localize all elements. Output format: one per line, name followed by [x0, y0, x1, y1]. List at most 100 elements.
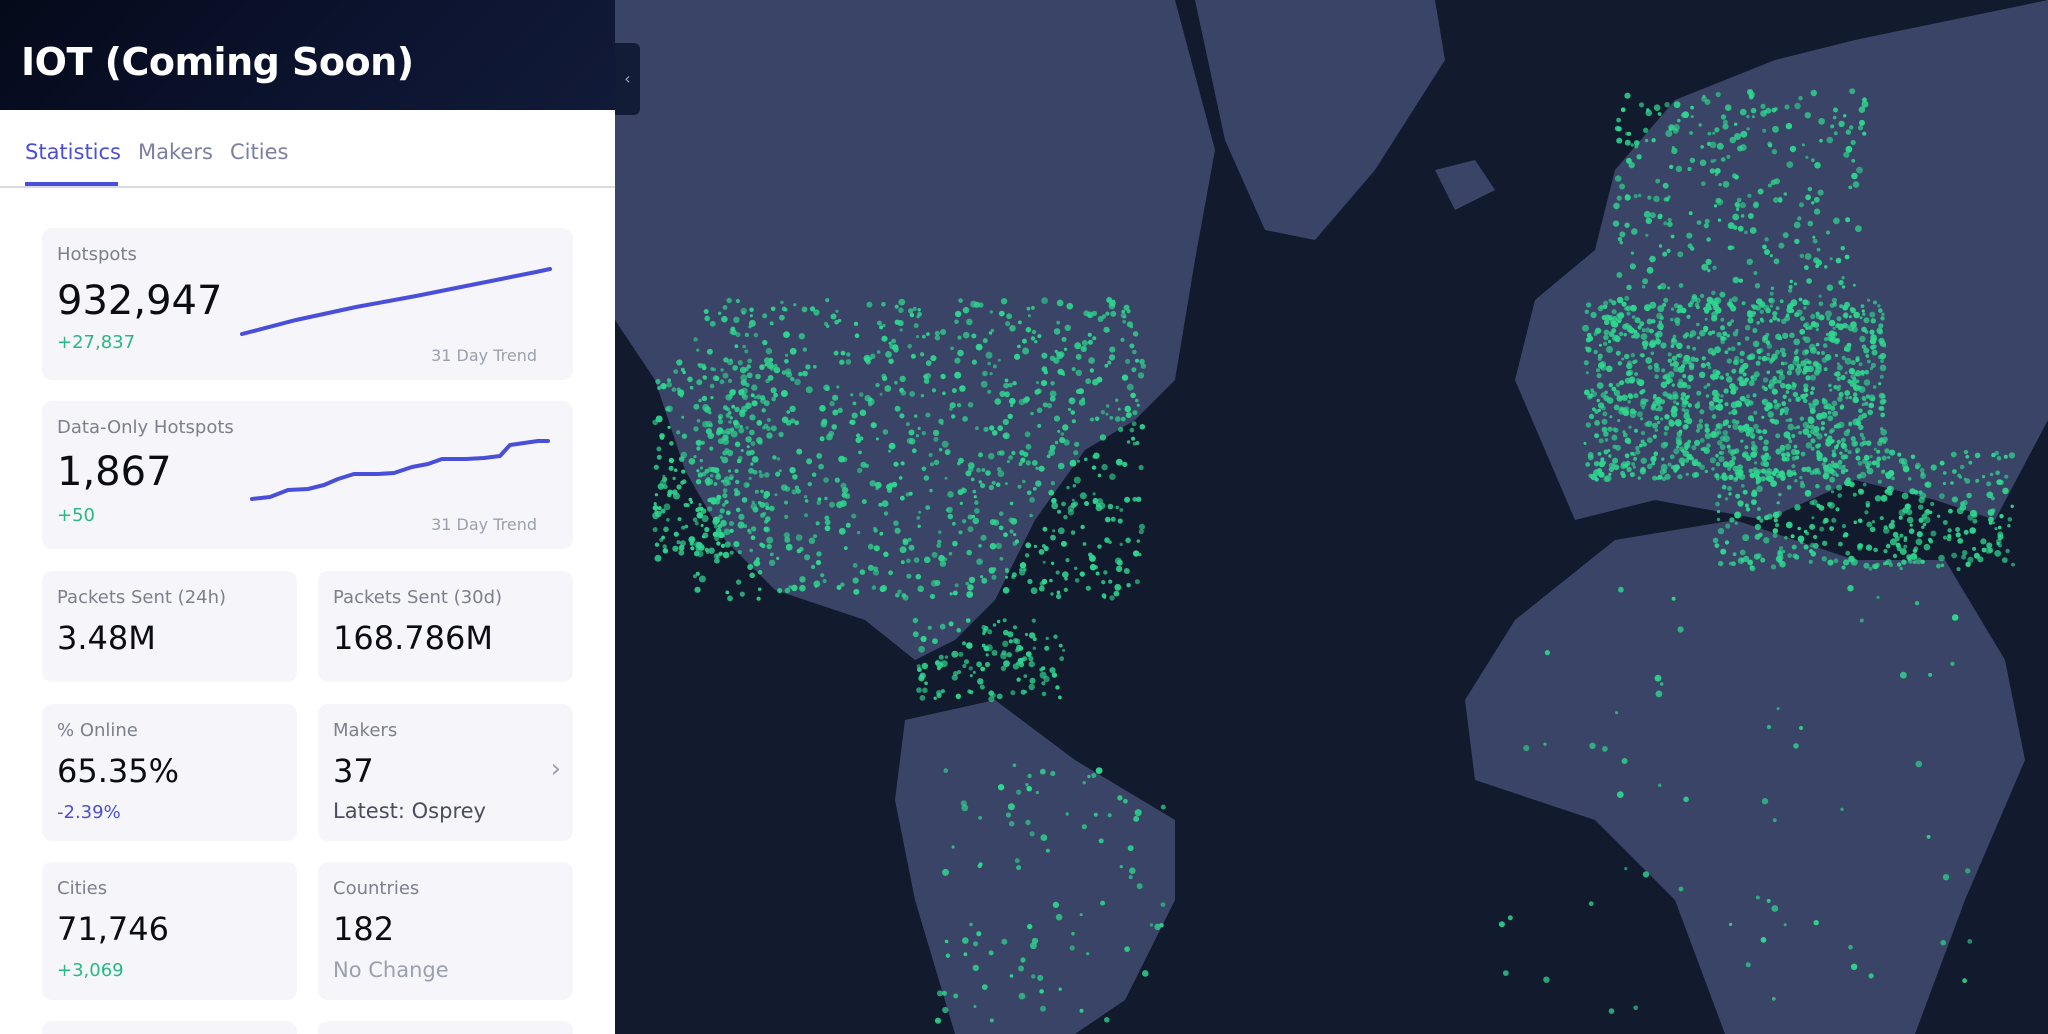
hotspot-dot — [1863, 347, 1870, 354]
hotspot-dot — [944, 655, 949, 659]
hotspot-dot — [1645, 327, 1651, 333]
hotspot-dot — [1618, 331, 1624, 337]
hotspot-dot — [1884, 488, 1892, 496]
hotspot-dot — [1704, 423, 1709, 429]
hotspot-dot — [934, 579, 941, 586]
hotspot-dot — [806, 458, 813, 465]
hotspot-dot — [1943, 535, 1947, 540]
hotspot-dot — [918, 645, 925, 653]
hotspot-dot — [1772, 472, 1777, 477]
hotspot-dot — [991, 430, 998, 436]
hotspot-dot — [1062, 373, 1066, 376]
stat-card: Data-Only Hotspots 1,867 +50 31 Day Tren… — [42, 401, 573, 549]
tab[interactable]: Statistics — [25, 140, 121, 164]
hotspot-dot — [1106, 328, 1110, 332]
hotspot-dot — [957, 349, 964, 357]
hotspot-dot — [883, 551, 889, 557]
hotspot-dot — [917, 524, 921, 528]
hotspot-dot — [1608, 1008, 1615, 1014]
hotspot-dot — [1957, 538, 1964, 544]
hotspot-dot — [912, 306, 917, 311]
hotspot-dot — [979, 684, 985, 690]
hotspot-dot — [1635, 449, 1641, 455]
tab[interactable]: Makers — [138, 140, 213, 164]
hotspot-dot — [1951, 552, 1957, 559]
hotspot-dot — [987, 629, 993, 635]
hotspot-dot — [1829, 388, 1833, 392]
hotspot-dot — [992, 364, 997, 369]
hotspot-dot — [855, 333, 859, 337]
hotspot-dot — [969, 674, 973, 678]
hotspot-dot — [852, 577, 859, 584]
hotspot-dot — [1824, 354, 1832, 361]
hotspot-dot — [1073, 450, 1079, 456]
hotspot-dot — [1657, 474, 1663, 480]
tab[interactable]: Cities — [230, 140, 289, 164]
hotspot-dot — [1780, 382, 1786, 389]
hotspot-dot — [1999, 514, 2004, 519]
hotspot-dot — [1699, 329, 1706, 337]
hotspot-dot — [1755, 428, 1761, 434]
hotspot-dot — [1585, 371, 1589, 375]
hotspot-dot — [900, 390, 907, 396]
hotspot-dot — [1782, 332, 1789, 339]
hotspot-dot — [974, 508, 980, 514]
hotspot-dot — [1802, 336, 1807, 341]
hotspot-dot — [1838, 120, 1845, 128]
hotspot-dot — [1052, 901, 1059, 909]
hotspot-dot — [1704, 218, 1710, 224]
hotspot-dot — [1583, 441, 1587, 445]
hotspot-dot — [706, 348, 713, 355]
hotspot-dot — [1785, 383, 1792, 390]
hotspot-dot — [1916, 531, 1923, 538]
hotspot-dot — [1602, 460, 1607, 465]
hotspot-dot — [794, 378, 801, 386]
map[interactable] — [615, 0, 2048, 1034]
hotspot-dot — [1752, 393, 1757, 398]
hotspot-dot — [1624, 306, 1629, 311]
hotspot-dot — [1140, 363, 1147, 369]
hotspot-dot — [1744, 445, 1749, 450]
hotspot-dot — [1048, 449, 1056, 456]
collapse-button[interactable]: ‹ — [615, 43, 640, 115]
hotspot-dot — [1031, 618, 1036, 623]
hotspot-dot — [1004, 568, 1010, 574]
hotspot-dot — [1873, 447, 1877, 451]
hotspot-dot — [1966, 492, 1972, 499]
hotspot-dot — [1096, 498, 1103, 505]
hotspot-dot — [965, 581, 970, 586]
hotspot-dot — [1677, 118, 1681, 123]
hotspot-dot — [1116, 559, 1123, 566]
hotspot-dot — [662, 476, 668, 482]
hotspot-dot — [968, 666, 973, 671]
hotspot-dot — [725, 510, 731, 516]
hotspot-dot — [1615, 350, 1621, 356]
hotspot-dot — [1070, 530, 1076, 535]
hotspot-dot — [916, 687, 922, 693]
stat-card[interactable]: Makers 37 Latest: Osprey › — [318, 704, 573, 841]
hotspot-dot — [1803, 383, 1809, 389]
hotspot-dot — [1633, 457, 1637, 461]
hotspot-dot — [1900, 458, 1908, 465]
hotspot-dot — [1699, 464, 1705, 471]
hotspot-dot — [781, 370, 787, 375]
hotspot-dot — [1615, 382, 1621, 388]
hotspot-dot — [700, 440, 705, 445]
hotspot-dot — [816, 500, 822, 506]
hotspot-dot — [919, 695, 926, 701]
hotspot-dot — [1704, 317, 1708, 321]
hotspot-dot — [1951, 614, 1959, 621]
hotspot-dot — [741, 387, 748, 395]
hotspot-dot — [1027, 314, 1031, 318]
hotspot-dot — [1833, 558, 1839, 564]
hotspot-dot — [783, 331, 790, 338]
hotspot-dot — [1662, 251, 1668, 257]
hotspot-dot — [1603, 334, 1609, 341]
hotspot-dot — [1806, 278, 1812, 284]
hotspot-dot — [1108, 579, 1113, 584]
hotspot-dot — [701, 515, 709, 523]
hotspot-dot — [1612, 427, 1617, 432]
hotspot-dot — [859, 569, 866, 575]
hotspot-dot — [784, 500, 788, 505]
hotspot-dot — [795, 488, 801, 494]
